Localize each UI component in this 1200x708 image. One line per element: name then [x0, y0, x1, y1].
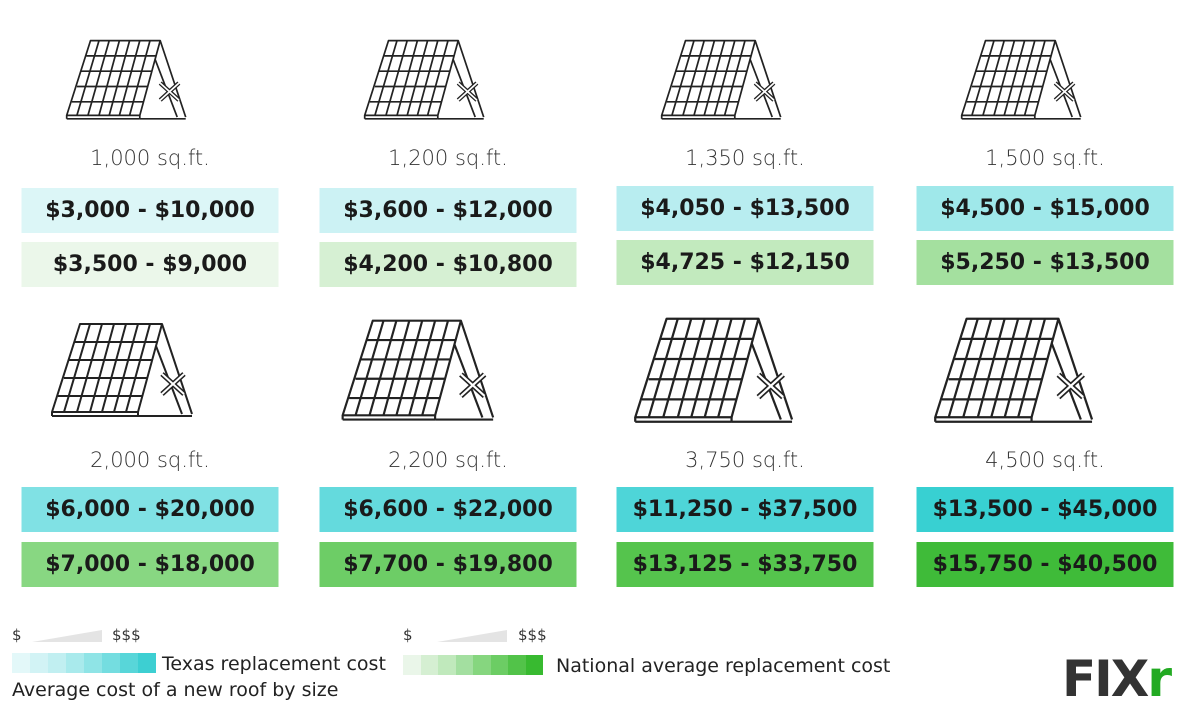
roof-size-label: 2,200 sq.ft.: [388, 448, 508, 472]
legend-national-scale: [403, 655, 543, 675]
legend-swatch: [403, 655, 421, 675]
legend-texas-low: $: [12, 626, 22, 644]
national-cost-range: $3,500 - $9,000: [21, 242, 279, 287]
roof-size-card: 2,200 sq.ft. $6,600 - $22,000 $7,700 - $…: [298, 0, 598, 600]
legend-national-label: National average replacement cost: [556, 655, 891, 677]
page-title: Average cost of a new roof by size: [12, 679, 339, 701]
roof-icon: [920, 312, 1170, 424]
legend-texas-high: $$$: [112, 626, 141, 644]
legend-swatch: [473, 655, 491, 675]
legend-swatch: [420, 655, 438, 675]
texas-cost-range: $3,000 - $10,000: [21, 188, 279, 233]
texas-cost-range: $3,600 - $12,000: [319, 188, 577, 233]
legend-national-wedge: [437, 630, 507, 642]
roof-size-card: 3,750 sq.ft. $11,250 - $37,500 $13,125 -…: [595, 0, 895, 600]
legend-swatch: [508, 655, 526, 675]
roof-icon: [50, 312, 250, 424]
texas-cost-range: $4,500 - $15,000: [916, 186, 1174, 231]
national-cost-range: $15,750 - $40,500: [916, 542, 1174, 587]
texas-cost-range: $4,050 - $13,500: [616, 186, 874, 231]
texas-cost-range: $6,000 - $20,000: [21, 487, 279, 532]
texas-cost-range: $6,600 - $22,000: [319, 487, 577, 532]
texas-cost-range: $11,250 - $37,500: [616, 487, 874, 532]
fixr-logo: FIXr: [1062, 650, 1172, 708]
legend-swatch: [490, 655, 508, 675]
roof-size-label: 1,000 sq.ft.: [90, 146, 210, 170]
national-cost-range: $7,700 - $19,800: [319, 542, 577, 587]
legend-swatch: [455, 655, 473, 675]
roof-size-card: 1,000 sq.ft. $3,000 - $10,000 $3,500 - $…: [0, 0, 300, 600]
roof-size-card: 2,000 sq.ft. $6,000 - $20,000 $7,000 - $…: [0, 0, 300, 600]
legend-swatch: [84, 653, 102, 673]
national-cost-range: $5,250 - $13,500: [916, 240, 1174, 285]
roof-size-card: 4,500 sq.ft. $13,500 - $45,000 $15,750 -…: [895, 0, 1195, 600]
legend-swatch: [438, 655, 456, 675]
legend-national-high: $$$: [518, 626, 547, 644]
national-cost-range: $4,200 - $10,800: [319, 242, 577, 287]
roof-size-label: 1,200 sq.ft.: [388, 146, 508, 170]
legend-swatch: [66, 653, 84, 673]
roof-size-card: 1,350 sq.ft. $4,050 - $13,500 $4,725 - $…: [595, 0, 895, 600]
roof-icon: [630, 312, 860, 424]
legend-texas-wedge: [32, 630, 102, 642]
national-cost-range: $7,000 - $18,000: [21, 542, 279, 587]
legend-swatch: [12, 653, 30, 673]
legend-national-low: $: [403, 626, 413, 644]
roof-size-card: 1,200 sq.ft. $3,600 - $12,000 $4,200 - $…: [298, 0, 598, 600]
legend-swatch: [30, 653, 48, 673]
texas-cost-range: $13,500 - $45,000: [916, 487, 1174, 532]
legend-texas-scale: [12, 653, 156, 673]
roof-size-label: 4,500 sq.ft.: [985, 448, 1105, 472]
legend-texas-label: Texas replacement cost: [162, 653, 386, 675]
national-cost-range: $13,125 - $33,750: [616, 542, 874, 587]
roof-size-card: 1,500 sq.ft. $4,500 - $15,000 $5,250 - $…: [895, 0, 1195, 600]
roof-size-label: 1,500 sq.ft.: [985, 146, 1105, 170]
legend-swatch: [48, 653, 66, 673]
national-cost-range: $4,725 - $12,150: [616, 240, 874, 285]
roof-size-label: 2,000 sq.ft.: [90, 448, 210, 472]
legend-swatch: [525, 655, 543, 675]
roof-icon: [341, 312, 556, 424]
legend-swatch: [102, 653, 120, 673]
legend-swatch: [138, 653, 156, 673]
roof-size-label: 3,750 sq.ft.: [685, 448, 805, 472]
roof-size-label: 1,350 sq.ft.: [685, 146, 805, 170]
legend-swatch: [120, 653, 138, 673]
